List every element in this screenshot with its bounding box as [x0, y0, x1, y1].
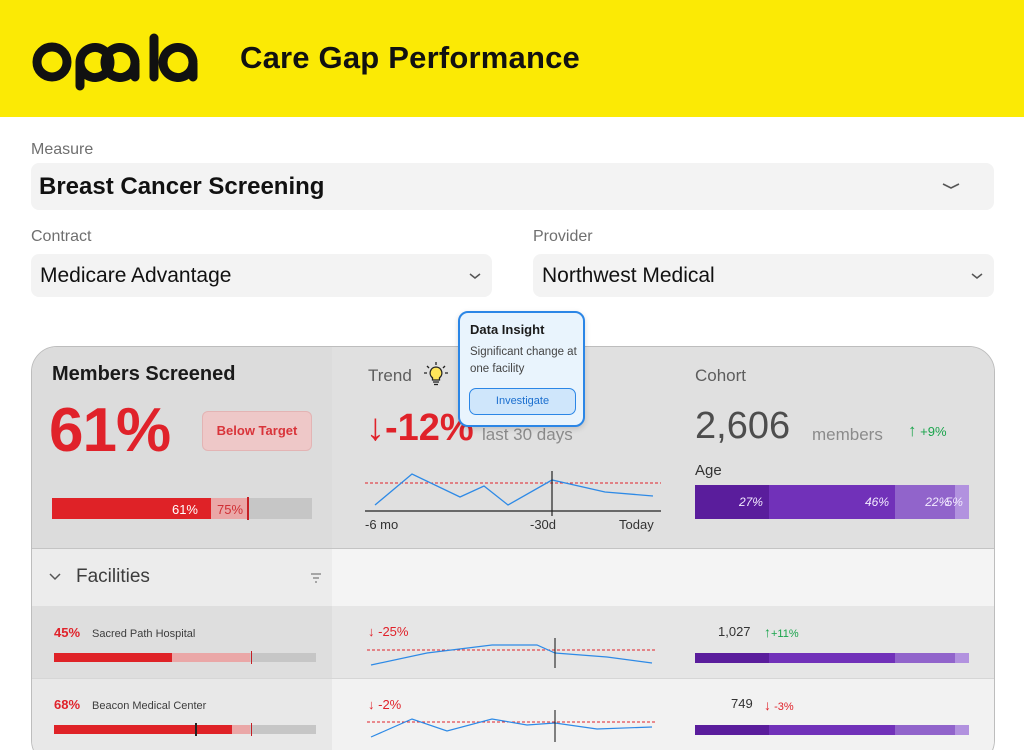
cohort-label: Cohort — [695, 366, 747, 385]
status-badge[interactable]: Below Target — [202, 411, 312, 451]
facility-member-count: 1,027 — [718, 624, 751, 639]
facility-age-bar — [695, 725, 969, 735]
facility-name: Beacon Medical Center — [92, 700, 207, 712]
facility-row-band — [332, 678, 994, 750]
target-marker — [247, 497, 249, 520]
age-segment — [955, 725, 969, 735]
age-segment — [895, 725, 956, 735]
provider-select[interactable]: Northwest Medical — [533, 254, 994, 297]
facility-progress-fill — [54, 653, 172, 662]
facility-trend: ↓ -2% — [368, 697, 402, 712]
data-insight-popover: Data Insight Significant change at one f… — [458, 311, 585, 427]
lightbulb-icon[interactable] — [424, 361, 448, 387]
page-title: Care Gap Performance — [240, 40, 580, 75]
age-segment: 5% — [946, 485, 969, 519]
trend-sparkline — [365, 471, 661, 516]
age-segment — [695, 725, 769, 735]
age-label: Age — [695, 462, 722, 479]
facility-member-change: ↑+11% — [764, 624, 799, 640]
trend-label: Trend — [368, 366, 412, 385]
members-screened-title: Members Screened — [52, 363, 236, 385]
facilities-header-left — [32, 548, 332, 606]
age-segment — [895, 653, 956, 663]
insight-title: Data Insight — [470, 322, 545, 337]
trend-axis-label: Today — [619, 517, 654, 532]
divider — [32, 548, 994, 549]
chevron-down-icon — [942, 183, 960, 189]
contract-select[interactable]: Medicare Advantage — [31, 254, 492, 297]
facility-row-left — [32, 606, 332, 678]
facility-member-change: ↓ -3% — [764, 697, 794, 713]
facility-member-count: 749 — [731, 696, 753, 711]
cohort-unit: members — [812, 425, 883, 444]
provider-label: Provider — [533, 228, 593, 245]
facilities-header-band — [332, 548, 994, 606]
measure-select[interactable]: Breast Cancer Screening — [31, 163, 994, 210]
progress-target-label: 75% — [217, 502, 244, 517]
facility-trend: ↓ -25% — [368, 624, 409, 639]
facility-percent: 45% — [54, 625, 81, 640]
facility-row-left — [32, 678, 332, 750]
measure-value: Breast Cancer Screening — [39, 173, 325, 200]
facility-target-gap — [232, 725, 251, 734]
age-segment — [955, 653, 969, 663]
trend-axis-label: -30d — [530, 517, 557, 532]
facility-sparkline — [367, 638, 657, 668]
trend-period: last 30 days — [482, 425, 573, 444]
divider — [32, 678, 994, 679]
age-segment — [768, 653, 895, 663]
facility-progress-fill — [54, 725, 233, 734]
cohort-change: ↑ +9% — [908, 421, 947, 440]
trend-axis-label: -6 mo — [365, 517, 399, 532]
measure-label: Measure — [31, 141, 94, 158]
insight-body: Significant change at one facility — [470, 346, 577, 375]
provider-value: Northwest Medical — [542, 264, 715, 287]
facility-percent: 68% — [54, 697, 81, 712]
header-bar: Care Gap Performance — [0, 0, 1024, 117]
age-segment: 46% — [768, 485, 895, 519]
chevron-down-icon[interactable] — [48, 572, 62, 582]
chevron-down-icon — [469, 273, 481, 279]
contract-value: Medicare Advantage — [40, 264, 232, 287]
target-marker — [250, 651, 252, 664]
opala-logo — [32, 33, 198, 91]
facilities-title[interactable]: Facilities — [76, 566, 150, 587]
chevron-down-icon — [971, 273, 983, 279]
age-distribution-bar: 27% 46% 22% 5% — [695, 485, 969, 519]
contract-label: Contract — [31, 228, 92, 245]
facility-marker — [195, 723, 197, 736]
filter-icon[interactable] — [310, 572, 322, 584]
age-segment — [768, 725, 895, 735]
age-segment — [695, 653, 769, 663]
screening-target-gap — [210, 498, 247, 519]
facility-name: Sacred Path Hospital — [92, 628, 196, 640]
facility-target-gap — [171, 653, 251, 662]
target-marker — [250, 723, 252, 736]
investigate-button[interactable]: Investigate — [469, 388, 576, 415]
progress-value-label: 61% — [171, 502, 198, 517]
facility-age-bar — [695, 653, 969, 663]
screening-progress-fill — [52, 498, 211, 519]
age-segment: 22% — [895, 485, 956, 519]
facility-row-band — [332, 606, 994, 678]
age-segment: 27% — [695, 485, 769, 519]
cohort-count: 2,606 — [695, 405, 791, 447]
members-screened-percent: 61% — [49, 396, 171, 465]
facility-sparkline — [367, 710, 657, 742]
